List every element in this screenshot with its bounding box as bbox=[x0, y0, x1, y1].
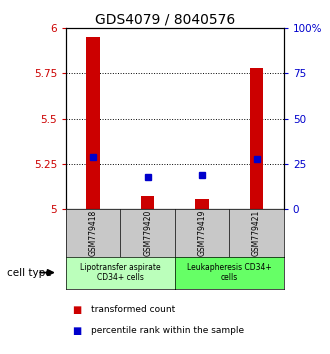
Bar bbox=[195, 199, 209, 209]
Text: GSM779419: GSM779419 bbox=[198, 210, 207, 256]
Text: GSM779420: GSM779420 bbox=[143, 210, 152, 256]
Text: percentile rank within the sample: percentile rank within the sample bbox=[91, 326, 244, 336]
Text: GDS4079 / 8040576: GDS4079 / 8040576 bbox=[95, 12, 235, 27]
Text: GSM779421: GSM779421 bbox=[252, 210, 261, 256]
Text: ■: ■ bbox=[73, 305, 82, 315]
Bar bbox=[86, 37, 100, 209]
Bar bbox=[141, 196, 154, 209]
Text: Leukapheresis CD34+
cells: Leukapheresis CD34+ cells bbox=[187, 263, 272, 282]
Text: ■: ■ bbox=[73, 326, 82, 336]
Text: Lipotransfer aspirate
CD34+ cells: Lipotransfer aspirate CD34+ cells bbox=[80, 263, 161, 282]
Text: GSM779418: GSM779418 bbox=[89, 210, 98, 256]
Bar bbox=[250, 68, 263, 209]
Text: transformed count: transformed count bbox=[91, 305, 175, 314]
Text: cell type: cell type bbox=[7, 268, 51, 278]
